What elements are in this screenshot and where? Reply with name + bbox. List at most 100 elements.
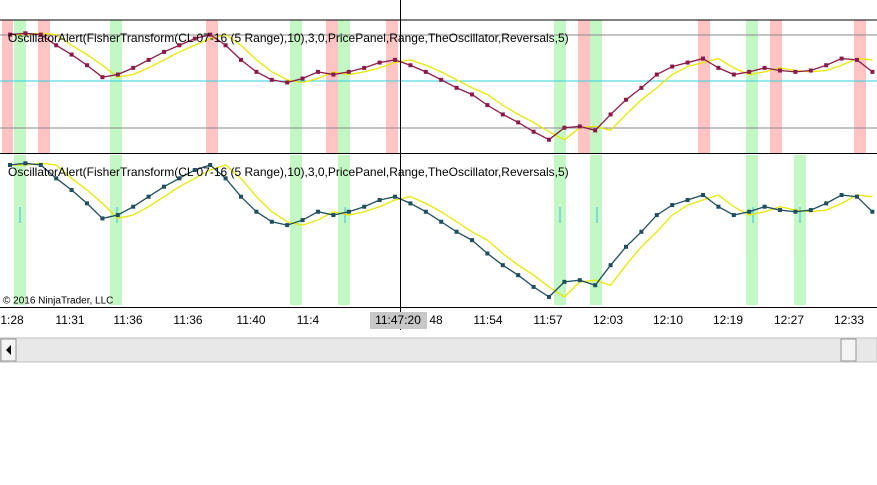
data-point: [254, 209, 259, 214]
data-point: [670, 64, 675, 69]
data-point: [254, 69, 259, 74]
data-point: [500, 112, 505, 117]
data-point: [747, 209, 752, 214]
buy-zone: [110, 155, 122, 305]
data-point: [331, 213, 336, 218]
data-point: [531, 129, 536, 134]
data-point: [685, 198, 690, 203]
data-point: [454, 229, 459, 234]
buy-zone: [14, 155, 26, 305]
time-label: 1:28: [0, 313, 24, 327]
data-point: [547, 137, 551, 142]
data-point: [731, 72, 736, 77]
buy-zone: [746, 20, 758, 153]
data-point: [701, 56, 705, 61]
data-point: [38, 162, 43, 167]
data-point: [670, 203, 675, 208]
data-point: [639, 85, 644, 90]
scroll-thumb[interactable]: [840, 338, 857, 362]
time-label: 12:10: [653, 313, 683, 327]
data-point: [316, 69, 320, 74]
data-point: [608, 263, 613, 268]
data-point: [547, 294, 551, 299]
data-point: [69, 188, 74, 193]
oscillator-line: [9, 162, 873, 298]
data-point: [624, 244, 628, 249]
sell-zone: [578, 20, 590, 153]
data-point: [855, 57, 859, 62]
data-point: [470, 92, 474, 97]
oscillator-line: [10, 162, 873, 298]
data-point: [808, 68, 813, 73]
data-point: [208, 32, 213, 37]
data-point: [439, 77, 444, 82]
data-point: [300, 218, 305, 223]
data-point: [269, 219, 274, 224]
sell-zone: [326, 20, 338, 153]
time-axis: 1:28 11:31 11:36 11:36 11:40 11:4 48 11:54 11:57…: [0, 313, 864, 327]
data-point: [346, 209, 351, 214]
data-point: [162, 49, 166, 54]
data-point: [192, 167, 197, 172]
data-point: [239, 194, 243, 199]
data-point: [747, 69, 752, 74]
data-point: [38, 32, 43, 37]
time-label: 11:57: [533, 313, 562, 327]
data-point: [793, 69, 798, 74]
data-point: [593, 128, 598, 133]
data-point: [331, 72, 336, 77]
scrollbar[interactable]: [0, 337, 877, 363]
data-point: [285, 223, 290, 228]
sell-zone: [770, 20, 782, 153]
sell-zone: [698, 20, 710, 153]
data-point: [54, 43, 59, 48]
data-point: [608, 112, 613, 117]
time-label: 48: [429, 313, 443, 327]
time-label: 11:40: [236, 313, 265, 327]
data-point: [408, 63, 413, 68]
data-point: [423, 209, 428, 214]
data-point: [346, 69, 351, 74]
data-point: [362, 65, 367, 70]
data-point: [593, 283, 598, 288]
data-point: [23, 161, 28, 166]
data-point: [408, 201, 413, 206]
data-point: [577, 124, 582, 129]
data-point: [778, 208, 782, 213]
data-point: [793, 209, 798, 214]
buy-zone: [338, 155, 350, 305]
data-point: [23, 31, 28, 36]
data-point: [100, 75, 105, 80]
data-point: [115, 72, 120, 77]
panel-title: OscillatorAlert(FisherTransform(CL 07-16…: [8, 31, 569, 45]
arrow-icon: [6, 345, 11, 355]
data-point: [762, 65, 767, 70]
data-point: [177, 176, 182, 181]
data-point: [470, 238, 474, 243]
data-point: [223, 43, 228, 48]
data-point: [562, 125, 567, 130]
data-point: [162, 184, 166, 189]
data-point: [8, 32, 12, 37]
data-point: [485, 103, 490, 108]
data-point: [393, 194, 397, 199]
crosshair-time: 11:47:20: [375, 313, 421, 327]
data-point: [208, 162, 213, 167]
data-point: [300, 76, 305, 81]
time-label: 11:36: [113, 313, 142, 327]
data-point: [516, 120, 521, 125]
data-point: [269, 77, 274, 82]
buy-zone: [554, 20, 566, 153]
time-label: 12:27: [774, 313, 804, 327]
sell-zone: [38, 20, 50, 153]
data-point: [8, 162, 12, 167]
time-label: 11:36: [173, 313, 202, 327]
data-point: [824, 63, 829, 68]
sell-zone: [206, 20, 218, 153]
data-point: [639, 229, 644, 234]
buy-zone: [110, 20, 122, 153]
data-point: [146, 194, 151, 199]
buy-zone: [590, 20, 602, 153]
data-point: [423, 69, 428, 74]
